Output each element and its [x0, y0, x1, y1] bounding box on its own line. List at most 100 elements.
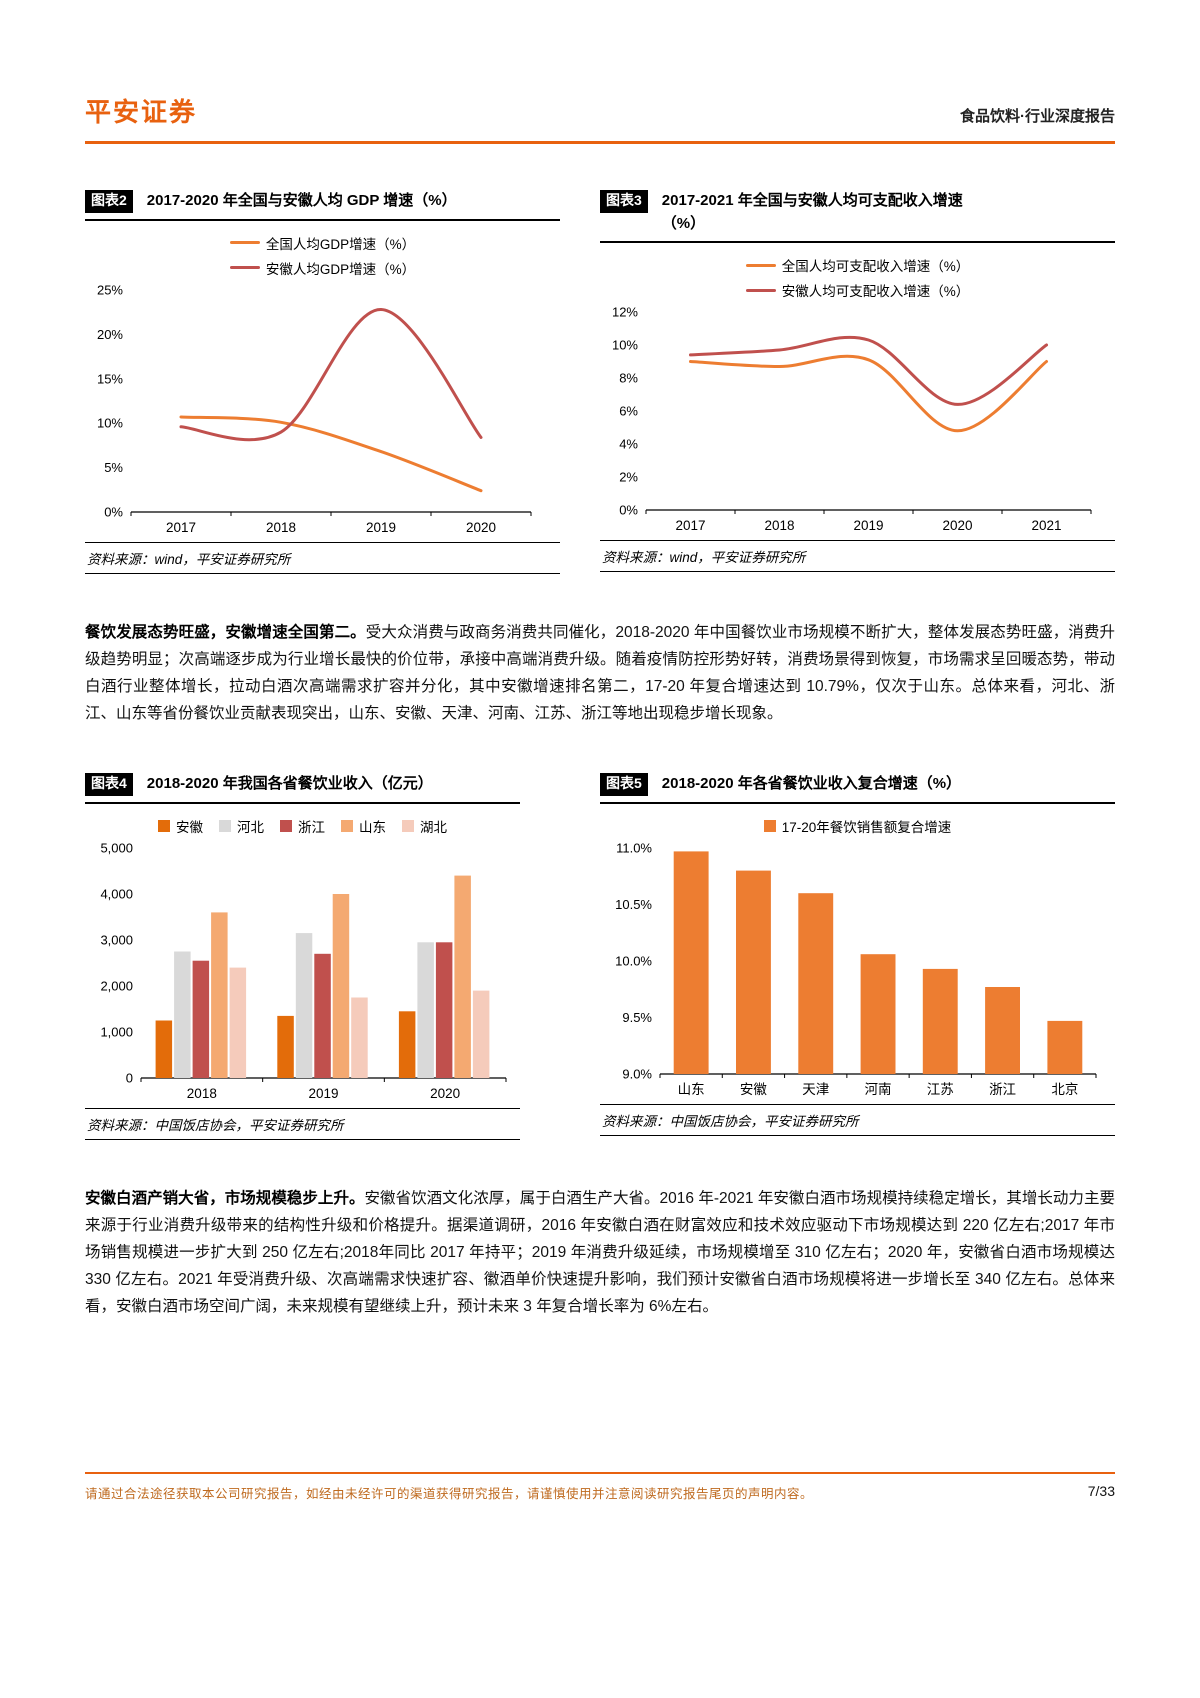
figure-5: 图表5 2018-2020 年各省餐饮业收入复合增速（%） 17-20年餐饮销售…	[600, 773, 1115, 1137]
legend-swatch	[280, 820, 292, 833]
chart-row-2: 图表4 2018-2020 年我国各省餐饮业收入（亿元） 安徽 河北 浙江 山东 湖北 …	[85, 773, 1115, 1141]
figure-2-source: 资料来源：wind，平安证券研究所	[85, 541, 560, 574]
legend-item: 全国人均GDP增速（%）	[229, 233, 415, 253]
x-tick-label: 河南	[865, 1082, 892, 1097]
figure-4: 图表4 2018-2020 年我国各省餐饮业收入（亿元） 安徽 河北 浙江 山东 湖北 …	[85, 773, 520, 1141]
y-tick-label: 1,000	[100, 1025, 133, 1040]
legend-item: 湖北	[402, 816, 447, 836]
bar	[922, 968, 958, 1075]
x-tick-label: 2017	[675, 518, 705, 533]
legend-label: 安徽人均GDP增速（%）	[265, 261, 416, 277]
gdp-growth-line-chart: 0% 5% 10% 15% 20% 25% 2017 2018 2019 2020	[97, 282, 532, 535]
figure-2-legend: 全国人均GDP增速（%） 安徽人均GDP增速（%）	[85, 233, 560, 278]
legend-swatch	[219, 820, 231, 833]
disposable-income-line-chart: 0% 2% 4% 6% 8% 10% 12% 2017 2018 2019 2020 2021	[612, 305, 1092, 533]
legend-item: 17-20年餐饮销售额复合增速	[763, 816, 951, 836]
legend-label: 全国人均可支配收入增速（%）	[781, 259, 970, 274]
y-tick-label: 5,000	[100, 841, 133, 856]
line-series	[689, 354, 1048, 433]
legend-item: 安徽人均可支配收入增速（%）	[745, 280, 969, 300]
y-tick-label: 6%	[619, 404, 638, 419]
x-tick-label: 2020	[466, 520, 496, 535]
y-tick-label: 10%	[612, 338, 638, 353]
legend-label: 安徽	[176, 820, 203, 836]
legend-item: 河北	[219, 816, 264, 836]
chart-row-1: 图表2 2017-2020 年全国与安徽人均 GDP 增速（%） 全国人均GDP…	[85, 190, 1115, 574]
x-tick-label: 天津	[802, 1082, 829, 1097]
figure-4-title-row: 图表4 2018-2020 年我国各省餐饮业收入（亿元）	[85, 773, 520, 805]
y-tick-label: 10.5%	[615, 897, 652, 912]
y-tick-label: 20%	[97, 326, 123, 341]
bar	[277, 1015, 294, 1079]
bar	[229, 967, 247, 1079]
legend-swatch	[763, 820, 776, 833]
y-tick-label: 11.0%	[616, 841, 652, 856]
line-series	[689, 335, 1048, 406]
legend-label: 湖北	[420, 820, 447, 836]
bar	[211, 912, 228, 1079]
footer-disclaimer: 请通过合法途径获取本公司研究报告，如经由未经许可的渠道获得研究报告，请谨慎使用并…	[85, 1487, 814, 1501]
bar	[1047, 1020, 1083, 1075]
figure-3-legend: 全国人均可支配收入增速（%） 安徽人均可支配收入增速（%）	[600, 255, 1115, 300]
paragraph-restaurant-body: 受大众消费与政商务消费共同催化，2018-2020 年中国餐饮业市场规模不断扩大…	[85, 623, 1115, 722]
x-tick-label: 2019	[308, 1086, 338, 1101]
figure-4-source: 资料来源：中国饭店协会，平安证券研究所	[85, 1108, 520, 1141]
legend-label: 山东	[359, 820, 386, 836]
legend-label: 河北	[237, 820, 264, 836]
bar	[454, 875, 471, 1079]
x-tick-label: 安徽	[740, 1082, 767, 1097]
bar	[351, 997, 368, 1079]
bar	[860, 954, 896, 1075]
x-tick-label: 2019	[366, 520, 396, 535]
restaurant-cagr-bar-chart: 9.0% 9.5% 10.0% 10.5% 11.0% 山东 安徽 天津 河南 江苏 浙江 北京	[615, 841, 1097, 1097]
y-tick-label: 9.5%	[622, 1010, 652, 1025]
y-tick-label: 2,000	[100, 979, 133, 994]
legend-item: 浙江	[280, 816, 325, 836]
x-tick-label: 2017	[166, 520, 196, 535]
bar	[417, 942, 434, 1079]
report-type-label: 食品饮料·行业深度报告	[960, 108, 1115, 125]
restaurant-revenue-bar-chart: 0 1,000 2,000 3,000 4,000 5,000 2018 2019 2020	[100, 841, 507, 1101]
bar	[174, 951, 191, 1079]
x-tick-label: 浙江	[989, 1082, 1016, 1097]
x-tick-label: 江苏	[927, 1082, 954, 1097]
bar	[155, 1020, 173, 1079]
legend-swatch	[745, 263, 776, 267]
y-tick-label: 15%	[97, 371, 123, 386]
bar	[295, 933, 313, 1079]
y-tick-label: 9.0%	[622, 1067, 652, 1082]
y-tick-label: 25%	[97, 282, 123, 297]
figure-5-source: 资料来源：中国饭店协会，平安证券研究所	[600, 1104, 1115, 1137]
y-tick-label: 2%	[619, 470, 638, 485]
bar	[398, 1011, 416, 1079]
x-tick-label: 2019	[853, 518, 883, 533]
page-header: 平安证券 食品饮料·行业深度报告	[85, 0, 1115, 129]
x-tick-label: 2021	[1031, 518, 1061, 533]
paragraph-baijiu-lead: 安徽白酒产销大省，市场规模稳步上升。	[85, 1190, 365, 1208]
bar	[798, 893, 834, 1075]
legend-swatch	[229, 266, 260, 270]
figure-2-tag: 图表2	[85, 190, 133, 213]
legend-item: 山东	[341, 816, 386, 836]
x-tick-label: 山东	[678, 1082, 705, 1097]
legend-item: 安徽	[158, 816, 203, 836]
legend-swatch	[341, 820, 353, 833]
paragraph-restaurant-lead: 餐饮发展态势旺盛，安徽增速全国第二。	[85, 623, 366, 641]
legend-label: 浙江	[298, 820, 325, 836]
figure-2-title-row: 图表2 2017-2020 年全国与安徽人均 GDP 增速（%）	[85, 190, 560, 221]
y-tick-label: 10%	[97, 415, 123, 430]
legend-swatch	[158, 820, 170, 833]
header-rule	[85, 141, 1115, 144]
figure-3-source: 资料来源：wind，平安证券研究所	[600, 540, 1115, 572]
legend-swatch	[402, 820, 414, 833]
y-tick-label: 4%	[619, 437, 638, 452]
figure-3-title: 2017-2021 年全国与安徽人均可支配收入增速（%）	[661, 192, 963, 232]
paragraph-baijiu: 安徽白酒产销大省，市场规模稳步上升。安徽省饮酒文化浓厚，属于白酒生产大省。201…	[85, 1186, 1115, 1321]
legend-swatch	[745, 288, 776, 292]
y-tick-label: 10.0%	[615, 954, 652, 969]
y-tick-label: 0%	[619, 503, 638, 518]
x-tick-label: 2020	[430, 1086, 460, 1101]
figure-2-title: 2017-2020 年全国与安徽人均 GDP 增速（%）	[146, 192, 457, 209]
bar	[673, 851, 709, 1075]
